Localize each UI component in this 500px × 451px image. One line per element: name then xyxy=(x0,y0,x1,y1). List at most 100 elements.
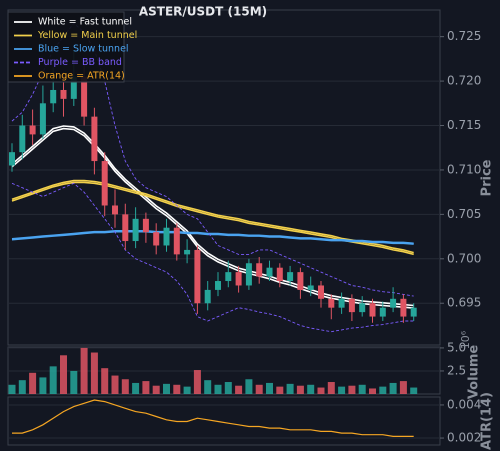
volume-bar xyxy=(183,386,191,394)
candle-body xyxy=(91,116,98,162)
y-axis-label: Price xyxy=(480,159,495,196)
candle-body xyxy=(9,152,15,166)
y-tick-label: 2.5 xyxy=(447,363,466,377)
legend-label: White = Fast tunnel xyxy=(38,17,132,28)
band-line xyxy=(11,127,414,309)
candle-body xyxy=(266,267,273,277)
candle-body xyxy=(338,298,345,308)
candle-body xyxy=(163,227,170,246)
legend-label: Orange = ATR(14) xyxy=(38,71,125,82)
candle-body xyxy=(142,218,149,233)
chart-title: ASTER/USDT (15M) xyxy=(139,5,267,19)
volume-bar xyxy=(193,370,201,394)
legend-label: Blue = Slow tunnel xyxy=(38,44,129,55)
atr-frame xyxy=(7,396,441,446)
y-tick-label: 5.0 xyxy=(447,340,466,354)
volume-bar xyxy=(338,386,346,394)
band-line xyxy=(11,125,414,307)
candle-body xyxy=(81,76,88,117)
volume-bar xyxy=(276,386,284,394)
band-line xyxy=(11,22,414,297)
candle-body xyxy=(70,76,77,99)
volume-bar xyxy=(121,379,129,394)
volume-bar xyxy=(60,355,67,394)
candle-body xyxy=(359,303,366,313)
legend-label: Purple = BB band xyxy=(38,57,122,68)
candle-body xyxy=(287,272,294,282)
candle-body xyxy=(318,285,324,299)
volume-bar xyxy=(49,366,57,394)
candle-body xyxy=(173,227,180,255)
y-tick-label: 0.695 xyxy=(447,296,481,310)
volume-bar xyxy=(389,382,397,394)
volume-bar xyxy=(39,377,47,394)
y-axis-label: Volume xyxy=(467,345,482,400)
candle-body xyxy=(276,267,283,282)
plots: 0.695 0.700 0.705 0.710 0.715 0.720 0.725 2.5 5.… xyxy=(8,22,481,445)
volume-bar xyxy=(224,382,232,394)
volume-bar xyxy=(317,387,325,394)
volume-bar xyxy=(80,347,88,394)
band-line xyxy=(11,230,414,245)
volume-bar xyxy=(163,383,170,394)
y-tick-label: 0.715 xyxy=(447,118,481,132)
y-tick-label: 0.705 xyxy=(447,207,481,221)
volume-bar xyxy=(255,384,263,394)
candle-body xyxy=(348,298,355,313)
band-line xyxy=(11,181,414,256)
volume-bar xyxy=(152,385,160,394)
candle-body xyxy=(194,249,201,304)
volume-bar xyxy=(101,368,109,394)
candle-body xyxy=(410,307,417,317)
candle-body xyxy=(153,232,160,246)
band-line xyxy=(11,230,414,245)
candle-body xyxy=(60,89,67,99)
candle-body xyxy=(29,125,36,135)
candle-body xyxy=(400,298,407,317)
legend-box xyxy=(7,11,125,83)
volume-bar xyxy=(296,385,304,394)
volume-bar xyxy=(204,380,212,394)
volume-bar xyxy=(111,375,119,394)
candle-body xyxy=(184,249,191,255)
band-line xyxy=(11,182,414,333)
candle-body xyxy=(369,303,376,317)
volume-bar xyxy=(327,382,335,394)
legend: White = Fast tunnel Yellow = Main tunnel B… xyxy=(7,11,137,83)
volume-bar xyxy=(18,380,26,394)
volume-bar xyxy=(8,384,16,394)
main-frame xyxy=(7,9,441,346)
offset-label: 10⁶ xyxy=(459,330,472,349)
volume-bar xyxy=(399,381,407,394)
candle-body xyxy=(225,272,232,282)
volume-bar xyxy=(266,382,273,394)
volume-bar xyxy=(286,383,294,394)
candle-body xyxy=(379,307,386,317)
volume-bar xyxy=(173,384,181,394)
y-tick-label: 0.700 xyxy=(447,251,481,265)
y-tick-label: 0.720 xyxy=(447,74,481,88)
legend-label: Yellow = Main tunnel xyxy=(37,30,137,41)
candle-body xyxy=(39,103,46,135)
candle-body xyxy=(101,161,108,206)
volume-bar xyxy=(142,381,150,394)
volume-bar xyxy=(245,379,253,394)
volume-bar xyxy=(379,386,387,394)
candle-body xyxy=(328,298,335,308)
candle-body xyxy=(245,263,252,286)
volume-bar xyxy=(235,385,243,394)
y-tick-label: 0.002 xyxy=(447,431,481,445)
volume-bar xyxy=(358,384,366,394)
candle-body xyxy=(132,218,139,242)
volume-bar xyxy=(307,384,315,394)
volume-bar xyxy=(29,372,37,394)
candle-body xyxy=(235,272,242,286)
y-tick-label: 0.004 xyxy=(447,397,481,411)
volume-bar xyxy=(214,384,222,394)
y-tick-label: 0.710 xyxy=(447,162,481,176)
candle-body xyxy=(390,298,397,308)
candle-body xyxy=(256,263,263,277)
candle-body xyxy=(19,125,26,153)
